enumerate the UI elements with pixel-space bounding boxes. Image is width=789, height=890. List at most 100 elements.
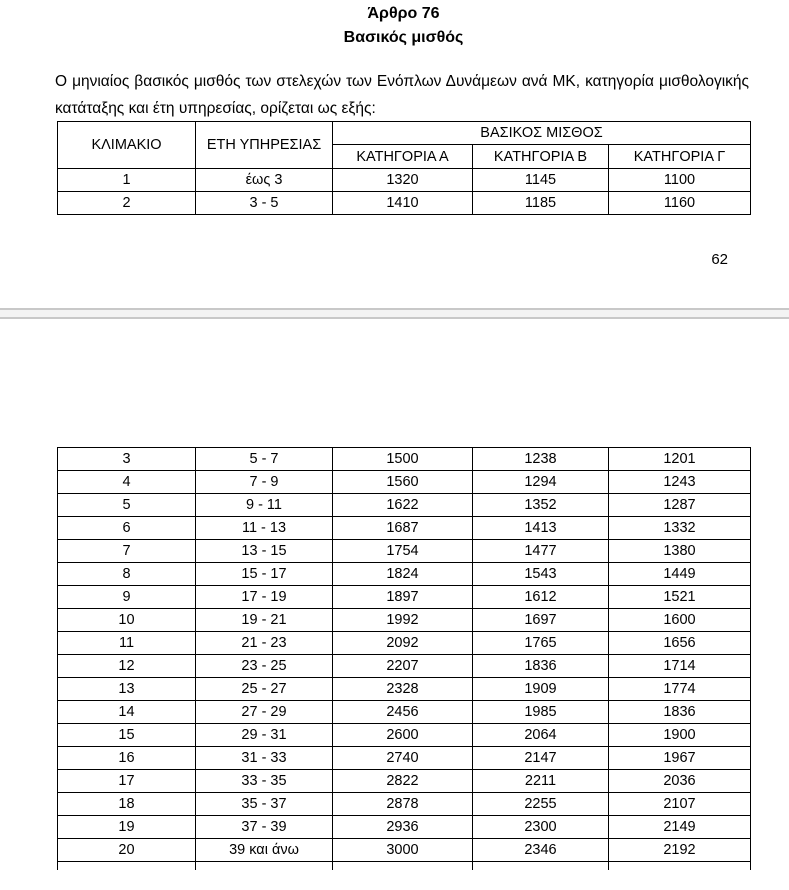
table-cell: 7 - 9 [195, 470, 333, 494]
table-cell: 2036 [608, 769, 751, 793]
table-cell: 5 - 7 [195, 447, 333, 471]
table-cell: 2300 [472, 815, 609, 839]
table-cell: 2255 [472, 792, 609, 816]
table-cell: 1410 [332, 191, 473, 215]
table-cell: 11 [57, 631, 196, 655]
table-row: 12 23 - 25 2207 1836 1714 [57, 654, 751, 678]
table-cell: 1543 [472, 562, 609, 586]
table-cell: 23 - 25 [195, 654, 333, 678]
table-cell: 1238 [472, 447, 609, 471]
table-cell: 2 [57, 191, 196, 215]
header-katigoria-a: ΚΑΤΗΓΟΡΙΑ Α [332, 144, 473, 169]
table-cell: 2328 [332, 677, 473, 701]
clipped-next-row [57, 861, 751, 870]
table-cell: 8 [57, 562, 196, 586]
table-cell: 1622 [332, 493, 473, 517]
table-cell: 1612 [472, 585, 609, 609]
table-cell: 1774 [608, 677, 751, 701]
table-cell: 1100 [608, 168, 751, 192]
table-cell: 1754 [332, 539, 473, 563]
table-cell: 2207 [332, 654, 473, 678]
table-cell: 1145 [472, 168, 609, 192]
header-eti-ypiresias: ΕΤΗ ΥΠΗΡΕΣΙΑΣ [195, 121, 333, 169]
table-cell: 1449 [608, 562, 751, 586]
table-cell: 3000 [332, 838, 473, 862]
page-number: 62 [711, 251, 728, 268]
table-cell: 18 [57, 792, 196, 816]
table-cell: 12 [57, 654, 196, 678]
salary-table-page1: ΚΛΙΜΑΚΙΟ ΕΤΗ ΥΠΗΡΕΣΙΑΣ ΒΑΣΙΚΟΣ ΜΙΣΘΟΣ ΚΑ… [57, 121, 751, 215]
table-row: 11 21 - 23 2092 1765 1656 [57, 631, 751, 655]
table-row: 18 35 - 37 2878 2255 2107 [57, 792, 751, 816]
table-row: 8 15 - 17 1824 1543 1449 [57, 562, 751, 586]
table-cell: 21 - 23 [195, 631, 333, 655]
table-cell: 1413 [472, 516, 609, 540]
table-cell: 1 [57, 168, 196, 192]
table-cell: 2740 [332, 746, 473, 770]
table-cell: 1380 [608, 539, 751, 563]
header-basikos-misthos: ΒΑΣΙΚΟΣ ΜΙΣΘΟΣ [332, 121, 751, 145]
table-cell: 37 - 39 [195, 815, 333, 839]
table-row: 9 17 - 19 1897 1612 1521 [57, 585, 751, 609]
table-cell: 2092 [332, 631, 473, 655]
table-cell: 1765 [472, 631, 609, 655]
intro-paragraph: Ο μηνιαίος βασικός μισθός των στελεχών τ… [55, 73, 749, 117]
table-cell: 1320 [332, 168, 473, 192]
table-cell: 2600 [332, 723, 473, 747]
table-cell: 2456 [332, 700, 473, 724]
table-cell: 13 [57, 677, 196, 701]
table-cell: 1897 [332, 585, 473, 609]
table-cell: 2192 [608, 838, 751, 862]
table-cell: 1992 [332, 608, 473, 632]
table-cell: 3 [57, 447, 196, 471]
header-katigoria-b: ΚΑΤΗΓΟΡΙΑ Β [472, 144, 609, 169]
table-cell: 1477 [472, 539, 609, 563]
table-cell: 1201 [608, 447, 751, 471]
table-cell: 13 - 15 [195, 539, 333, 563]
table-cell: 1500 [332, 447, 473, 471]
table-row: 1 έως 3 1320 1145 1100 [57, 168, 751, 192]
table-cell: 2107 [608, 792, 751, 816]
table-row [57, 861, 751, 870]
header-klimakio: ΚΛΙΜΑΚΙΟ [57, 121, 196, 169]
table-cell: 29 - 31 [195, 723, 333, 747]
table-cell: 1967 [608, 746, 751, 770]
header-katigoria-g: ΚΑΤΗΓΟΡΙΑ Γ [608, 144, 751, 169]
table-cell: 2346 [472, 838, 609, 862]
table-cell: 1243 [608, 470, 751, 494]
table-cell: 1985 [472, 700, 609, 724]
table-cell: 2878 [332, 792, 473, 816]
table-cell: 5 [57, 493, 196, 517]
table-cell: 1656 [608, 631, 751, 655]
table-cell: 11 - 13 [195, 516, 333, 540]
table-row: 14 27 - 29 2456 1985 1836 [57, 700, 751, 724]
page-title: Άρθρο 76 [367, 5, 440, 22]
table-cell: 19 [57, 815, 196, 839]
table-cell: 16 [57, 746, 196, 770]
salary-table-header: ΚΛΙΜΑΚΙΟ ΕΤΗ ΥΠΗΡΕΣΙΑΣ ΒΑΣΙΚΟΣ ΜΙΣΘΟΣ ΚΑ… [57, 121, 751, 169]
table-cell: 3 - 5 [195, 191, 333, 215]
table-cell: 2064 [472, 723, 609, 747]
table-row: 10 19 - 21 1992 1697 1600 [57, 608, 751, 632]
table-cell: 27 - 29 [195, 700, 333, 724]
table-row: 20 39 και άνω 3000 2346 2192 [57, 838, 751, 862]
table-cell: 1836 [472, 654, 609, 678]
table-cell: 39 και άνω [195, 838, 333, 862]
table-cell: 9 [57, 585, 196, 609]
table-cell: 7 [57, 539, 196, 563]
page-subtitle: Βασικός μισθός [343, 29, 464, 46]
table-cell: 2936 [332, 815, 473, 839]
table-cell: 19 - 21 [195, 608, 333, 632]
table-cell: 1160 [608, 191, 751, 215]
table-cell: 20 [57, 838, 196, 862]
table-cell: 9 - 11 [195, 493, 333, 517]
table-cell: 1287 [608, 493, 751, 517]
table-cell: 2822 [332, 769, 473, 793]
page-break-separator [0, 308, 789, 319]
table-cell: 1600 [608, 608, 751, 632]
table-cell: 2149 [608, 815, 751, 839]
